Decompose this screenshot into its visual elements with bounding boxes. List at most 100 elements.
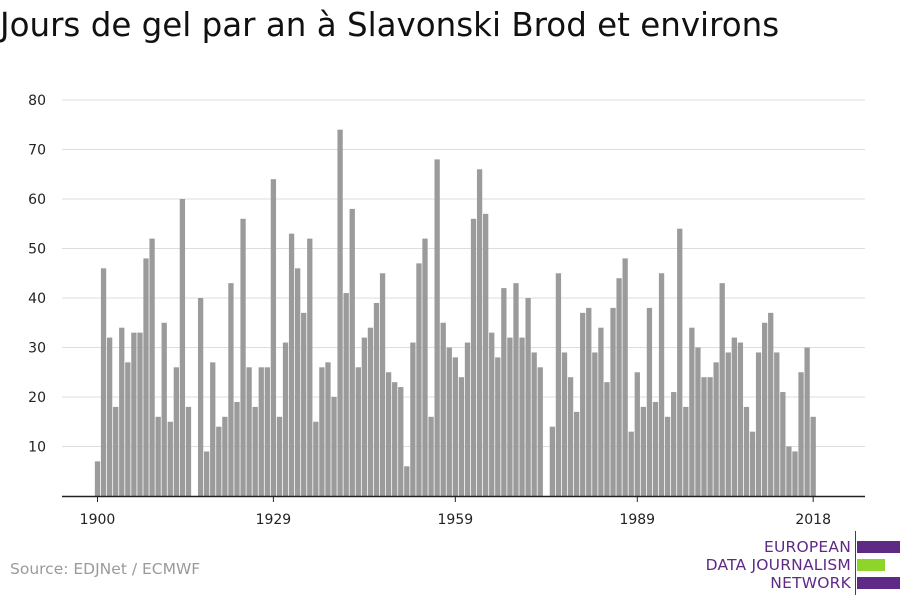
- bar-1998: [689, 327, 695, 496]
- bar-1926: [252, 406, 258, 496]
- y-tick-label: 70: [28, 143, 46, 159]
- bar-1940: [337, 129, 343, 496]
- logo-line-network: NETWORK: [770, 574, 851, 592]
- bar-1950: [398, 387, 404, 496]
- bar-1967: [501, 288, 507, 496]
- bar-1905: [125, 362, 131, 496]
- bar-1934: [301, 312, 307, 496]
- bar-1951: [404, 466, 410, 496]
- bar-1972: [531, 352, 537, 496]
- bar-1947: [379, 273, 386, 496]
- source-note: Source: EDJNet / ECMWF: [10, 560, 201, 578]
- bar-1949: [392, 382, 398, 496]
- bar-1939: [331, 397, 337, 496]
- bar-2003: [719, 283, 725, 496]
- bar-1918: [204, 451, 210, 496]
- bar-1982: [592, 352, 598, 496]
- bar-1966: [495, 357, 501, 496]
- bar-2011: [768, 312, 774, 496]
- logo-bar-top: [857, 541, 900, 553]
- bar-1976: [555, 273, 562, 496]
- bar-1968: [507, 337, 513, 496]
- bar-1954: [422, 238, 428, 496]
- bar-1995: [671, 392, 677, 496]
- bar-1946: [373, 302, 380, 496]
- bar-1989: [634, 372, 640, 496]
- bar-1988: [628, 431, 634, 496]
- bar-2014: [786, 446, 792, 496]
- bar-1980: [580, 312, 586, 496]
- bar-1914: [179, 199, 186, 496]
- bar-1922: [228, 283, 234, 496]
- bar-1907: [137, 332, 143, 496]
- bar-1986: [616, 278, 622, 496]
- bar-1924: [240, 218, 246, 497]
- bar-1900: [94, 461, 101, 496]
- bar-1942: [349, 208, 355, 496]
- bar-1908: [143, 258, 149, 496]
- bar-1983: [598, 327, 604, 496]
- bar-1964: [483, 213, 489, 496]
- edjnet-logo[interactable]: EUROPEAN DATA JOURNALISM NETWORK: [700, 527, 900, 597]
- bar-1933: [295, 268, 301, 496]
- bar-1927: [258, 367, 264, 496]
- bar-1975: [549, 426, 556, 496]
- bar-2000: [701, 377, 707, 496]
- logo-bar-middle: [857, 559, 885, 571]
- bar-1919: [210, 362, 216, 496]
- bar-1917: [197, 298, 204, 496]
- bar-1994: [664, 416, 671, 496]
- bar-1990: [640, 406, 646, 496]
- y-tick-label: 20: [28, 390, 46, 406]
- bar-2016: [798, 372, 804, 496]
- bar-1945: [367, 327, 374, 496]
- bar-1953: [416, 263, 422, 496]
- bar-1973: [537, 367, 543, 496]
- bar-1970: [519, 337, 525, 496]
- bar-1991: [646, 307, 653, 496]
- bar-1965: [489, 332, 495, 496]
- bar-2002: [713, 362, 719, 496]
- logo-divider: [855, 531, 856, 595]
- bar-2004: [725, 352, 731, 496]
- bar-2008: [749, 431, 756, 496]
- bar-2006: [737, 342, 744, 496]
- bar-1993: [658, 273, 665, 496]
- bar-1944: [361, 337, 368, 496]
- y-tick-label: 10: [28, 440, 46, 456]
- bar-1997: [683, 406, 689, 496]
- bar-2007: [743, 406, 750, 496]
- x-tick-label: 1929: [256, 512, 292, 528]
- bar-1981: [586, 307, 592, 496]
- bar-1956: [434, 159, 440, 496]
- bar-1910: [155, 416, 161, 496]
- bar-1957: [440, 322, 446, 496]
- bar-1929: [270, 179, 277, 496]
- bar-1909: [149, 238, 155, 496]
- bar-1923: [234, 401, 240, 496]
- bar-1987: [622, 258, 628, 496]
- bar-1952: [410, 342, 416, 496]
- logo-line-european: EUROPEAN: [763, 538, 851, 556]
- bar-1930: [276, 416, 283, 496]
- bar-1901: [100, 268, 107, 496]
- logo-bar-bottom: [857, 577, 900, 589]
- bar-1937: [319, 367, 325, 496]
- bar-1960: [458, 377, 465, 496]
- bar-1928: [264, 367, 270, 496]
- bar-1931: [282, 342, 289, 496]
- bar-1996: [677, 228, 683, 496]
- bar-1978: [567, 377, 574, 496]
- bar-1913: [173, 367, 179, 496]
- bar-1984: [604, 382, 610, 496]
- x-tick-label: 1900: [80, 512, 116, 528]
- bar-2010: [762, 322, 768, 496]
- bar-1915: [185, 406, 192, 496]
- logo-line-data-journalism: DATA JOURNALISM: [705, 556, 851, 574]
- bar-2013: [780, 392, 786, 496]
- x-tick-label: 1989: [619, 512, 655, 528]
- bar-1955: [428, 416, 434, 496]
- y-axis-labels: 10 20 30 40 50 60 70 80: [28, 93, 46, 456]
- bar-1961: [464, 342, 471, 496]
- bar-1985: [610, 307, 616, 496]
